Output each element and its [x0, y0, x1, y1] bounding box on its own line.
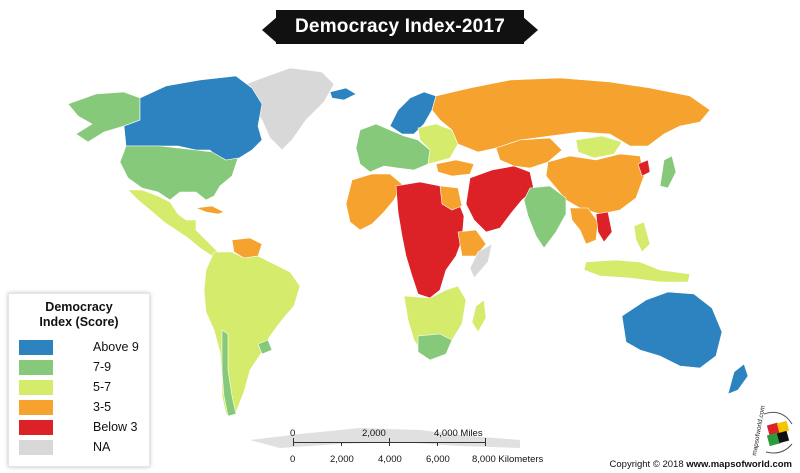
scale-tick	[389, 438, 390, 446]
scale-miles-4000: 4,000 Miles	[434, 428, 483, 439]
legend-item: 5-7	[19, 379, 144, 396]
country-philippines[interactable]	[633, 221, 651, 253]
country-india[interactable]	[523, 185, 567, 249]
legend-item: 3-5	[19, 399, 144, 416]
legend-item: NA	[19, 439, 144, 456]
legend-item: 7-9	[19, 359, 144, 376]
legend-swatch-3-5	[19, 400, 53, 415]
legend-title-line2: Index (Score)	[39, 315, 119, 329]
country-chile[interactable]	[221, 329, 237, 417]
country-north-korea[interactable]	[637, 159, 651, 177]
banner-right-tail	[522, 16, 538, 44]
country-china[interactable]	[545, 153, 645, 215]
country-russia[interactable]	[431, 77, 711, 153]
country-australia[interactable]	[621, 291, 723, 369]
country-japan[interactable]	[659, 155, 677, 189]
region-maritime-asia[interactable]	[583, 259, 691, 283]
legend-swatch-5-7	[19, 380, 53, 395]
country-cuba[interactable]	[195, 205, 225, 215]
mapsofworld-logo: mapsofworld.com	[751, 405, 793, 456]
country-mexico[interactable]	[127, 189, 221, 257]
region-laos-vietnam[interactable]	[595, 211, 613, 243]
country-uruguay[interactable]	[257, 339, 273, 355]
legend-title-line1: Democracy	[45, 300, 113, 314]
country-somalia[interactable]	[469, 243, 493, 279]
country-usa[interactable]	[119, 145, 239, 201]
region-south-america[interactable]	[203, 251, 301, 415]
scale-km-8000: 8,000 Kilometers	[472, 454, 544, 465]
legend-swatch-na	[19, 440, 53, 455]
scale-tick	[293, 438, 294, 446]
legend-swatch-7-9	[19, 360, 53, 375]
legend-label: 5-7	[93, 380, 112, 394]
legend-title: Democracy Index (Score)	[9, 300, 149, 330]
country-madagascar[interactable]	[471, 299, 487, 333]
region-southeast-asia[interactable]	[569, 207, 599, 245]
banner-ribbon	[276, 10, 524, 44]
country-south-africa[interactable]	[417, 333, 453, 361]
country-iceland[interactable]	[329, 87, 357, 101]
logo-text: mapsofworld.com	[751, 405, 767, 456]
scale-miles-2000: 2,000	[362, 428, 386, 439]
map-title: Democracy Index-2017	[295, 16, 505, 37]
scale-km-4000: 4,000	[378, 454, 402, 465]
banner-left-tail	[262, 16, 278, 44]
country-usa-alaska[interactable]	[67, 91, 141, 143]
legend-swatch-below-3	[19, 420, 53, 435]
scale-tick	[341, 442, 342, 446]
scale-tick	[485, 438, 486, 446]
copyright: Copyright © 2018 www.mapsofworld.com	[610, 459, 792, 470]
region-eastern-europe[interactable]	[417, 123, 459, 165]
scale-miles-0: 0	[290, 428, 296, 439]
region-western-europe[interactable]	[355, 123, 431, 173]
title-banner: Democracy Index-2017	[262, 10, 538, 44]
legend: Democracy Index (Score) Above 9 7-9 5-7 …	[8, 293, 150, 467]
region-middle-east-below3[interactable]	[465, 165, 535, 233]
country-egypt[interactable]	[439, 185, 463, 211]
country-mongolia[interactable]	[575, 135, 623, 159]
legend-label: 7-9	[93, 360, 112, 374]
legend-label: NA	[93, 440, 111, 454]
scale-bar: 0 2,000 4,000 Miles 0 2,000 4,000 6,000 …	[290, 426, 543, 470]
legend-label: Below 3	[93, 420, 138, 434]
country-turkey[interactable]	[435, 159, 475, 177]
legend-label: Above 9	[93, 340, 139, 354]
scale-tick	[437, 442, 438, 446]
legend-item: Below 3	[19, 419, 144, 436]
legend-swatch-above-9	[19, 340, 53, 355]
legend-label: 3-5	[93, 400, 112, 414]
scale-km-2000: 2,000	[330, 454, 354, 465]
scale-km-6000: 6,000	[426, 454, 450, 465]
scale-km-0: 0	[290, 454, 296, 465]
copyright-prefix: Copyright © 2018	[609, 459, 684, 470]
region-antarctica	[250, 428, 520, 448]
legend-item: Above 9	[19, 339, 144, 356]
region-north-africa[interactable]	[345, 173, 403, 231]
copyright-site: www.mapsofworld.com	[686, 459, 792, 470]
country-new-zealand[interactable]	[727, 363, 749, 395]
